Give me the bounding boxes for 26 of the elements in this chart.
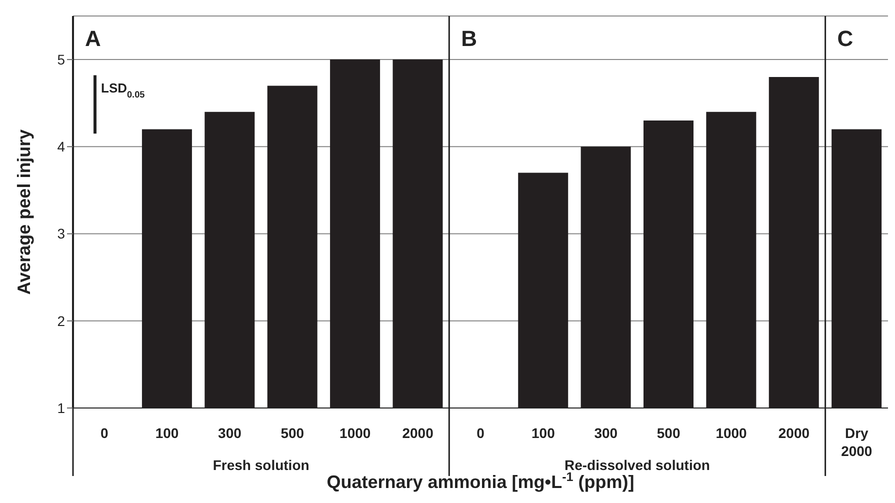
x-tick-label: Dry 2000: [841, 425, 872, 459]
x-tick-label: 500: [280, 425, 304, 441]
x-tick-label: 300: [218, 425, 242, 441]
x-tick-label: 500: [656, 425, 680, 441]
x-tick-label: 0: [100, 425, 108, 441]
y-axis-title: Average peel injury: [14, 129, 34, 295]
x-tick-label: 1000: [716, 425, 748, 441]
x-tick-label: 300: [594, 425, 618, 441]
annotation: C: [837, 26, 854, 51]
y-tick-label: 2: [57, 312, 66, 329]
annotation: LSD$_{0.05}$: [101, 80, 145, 100]
annotation: B: [461, 26, 478, 51]
x-tick-label: 100: [532, 425, 556, 441]
text: Fresh solution: [212, 457, 310, 473]
x-tick-label: 0: [476, 425, 485, 441]
text: Re-dissolved solution: [564, 457, 710, 473]
x-tick-label: 100: [155, 425, 179, 441]
y-tick-label: 5: [57, 52, 66, 68]
x-tick-label: 1000: [340, 425, 371, 441]
x-tick-label: 2000: [402, 425, 434, 441]
annotation: A: [85, 26, 101, 51]
x-tick-label: 2000: [778, 425, 810, 441]
x-axis-title: Quaternary ammonia [mg•L$^{-1}$ (ppm)]: [326, 470, 634, 492]
y-tick-label: 3: [57, 226, 66, 242]
y-tick-label: 4: [57, 138, 66, 155]
y-tick-label: 1: [57, 400, 66, 416]
